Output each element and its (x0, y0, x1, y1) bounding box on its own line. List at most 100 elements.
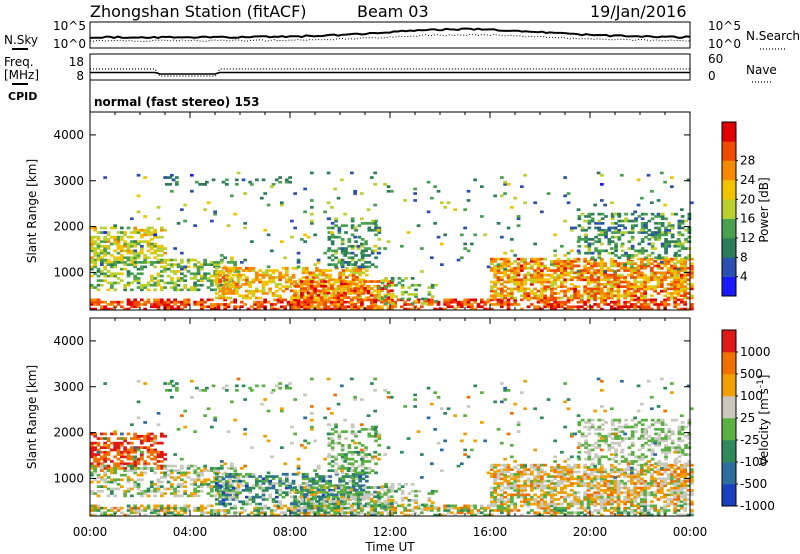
power-cell (236, 270, 241, 273)
velocity-cell (261, 489, 266, 492)
power-cell (566, 298, 571, 302)
velocity-cell (363, 493, 367, 496)
velocity-cell (221, 495, 226, 499)
power-cell (248, 296, 252, 300)
velocity-cell (443, 506, 447, 510)
power-cell (231, 269, 236, 272)
velocity-cell (328, 475, 332, 478)
power-cell (228, 269, 232, 272)
velocity-cell (510, 509, 514, 512)
power-cell (193, 265, 197, 269)
power-cell (90, 249, 94, 253)
power-cell (566, 300, 571, 304)
power-cell (300, 296, 304, 299)
velocity-cell (200, 471, 204, 475)
power-cell (677, 222, 682, 225)
power-cell (650, 298, 654, 302)
power-cell (600, 233, 605, 237)
velocity-cell (93, 467, 97, 470)
power-cell (530, 257, 534, 261)
power-cell (241, 283, 246, 286)
power-cell (330, 242, 335, 246)
power-cell (190, 286, 194, 289)
power-cell (293, 289, 297, 293)
power-cell (576, 294, 581, 298)
power-cell (637, 231, 642, 234)
velocity-cell (300, 511, 304, 515)
velocity-cell (163, 473, 167, 477)
power-cell (683, 262, 687, 265)
power-cell (650, 189, 654, 193)
power-cell (426, 303, 431, 306)
power-cell (520, 260, 524, 263)
power-cell (676, 238, 681, 241)
velocity-cell (293, 504, 297, 508)
power-cell (573, 294, 577, 298)
power-cell (604, 228, 608, 232)
power-cell (660, 233, 665, 237)
power-cell (680, 285, 684, 288)
power-cell (364, 242, 368, 246)
power-cell (656, 271, 661, 275)
power-cell (550, 296, 554, 300)
power-cell (90, 235, 94, 239)
power-cell (600, 228, 605, 232)
power-cell (663, 289, 667, 293)
power-cell (683, 307, 687, 311)
power-cell (126, 272, 131, 276)
power-cell (173, 281, 177, 285)
power-cell (496, 278, 501, 282)
power-cell (443, 303, 447, 306)
power-cell (233, 263, 237, 266)
velocity-cell (354, 450, 358, 454)
velocity-cell (193, 492, 197, 495)
power-cell (153, 288, 157, 292)
power-cell (270, 249, 274, 253)
power-cell (210, 281, 214, 285)
power-cell (190, 173, 194, 177)
power-cell (500, 271, 504, 275)
power-cell (370, 222, 375, 225)
power-cell (120, 258, 124, 262)
power-cell (657, 231, 662, 234)
power-cell (540, 271, 544, 275)
power-cell (626, 305, 631, 309)
power-cell (650, 217, 655, 221)
power-cell (427, 293, 432, 296)
velocity-cell (133, 432, 137, 436)
power-cell (640, 247, 645, 250)
power-cell (330, 233, 335, 237)
power-cell (165, 183, 169, 186)
power-cell (520, 269, 524, 272)
power-cell (345, 266, 349, 270)
power-cell (290, 305, 294, 309)
power-cell (193, 277, 197, 280)
power-cell (660, 283, 664, 286)
power-cell (103, 240, 107, 243)
velocity-cell (150, 483, 154, 486)
velocity-cell (596, 511, 601, 515)
power-cell (520, 278, 524, 282)
power-cell (440, 307, 444, 311)
power-cell (153, 235, 157, 239)
power-cell (597, 212, 602, 216)
power-cell (140, 251, 144, 255)
power-cell (566, 201, 571, 205)
power-cell (550, 276, 554, 279)
power-cell (228, 287, 232, 291)
velocity-cell (361, 498, 366, 501)
power-cell (331, 283, 336, 286)
power-cell (150, 247, 154, 250)
power-cell (143, 300, 147, 304)
velocity-cell (350, 488, 354, 492)
power-cell (523, 292, 527, 295)
power-cell (271, 292, 276, 295)
velocity-cell (106, 457, 111, 461)
power-cell (350, 303, 354, 306)
power-cell (606, 278, 611, 282)
power-cell (303, 303, 307, 306)
velocity-cell (116, 487, 121, 491)
power-cell (133, 249, 137, 253)
velocity-cell (364, 453, 368, 456)
power-cell (288, 278, 292, 282)
